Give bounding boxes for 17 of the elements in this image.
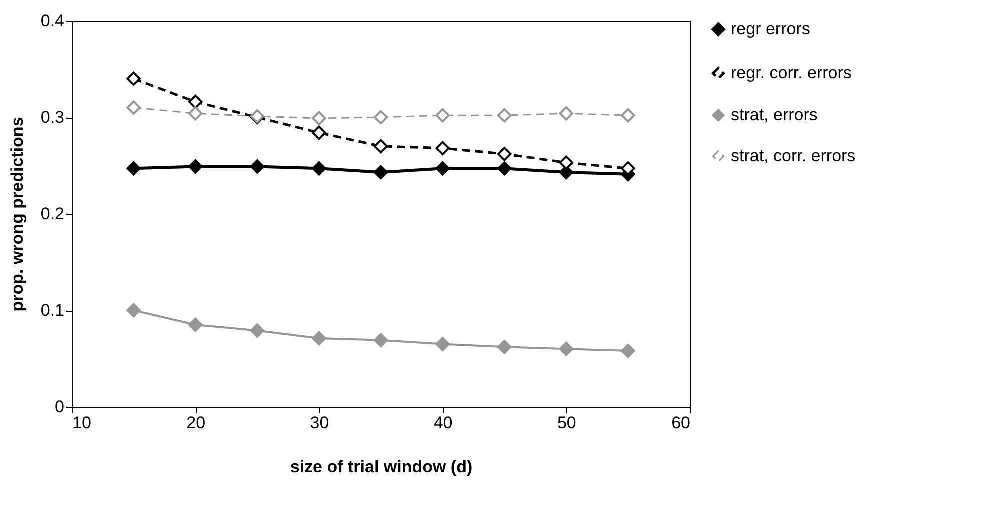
legend-label: strat, errors — [731, 106, 818, 124]
y-tick-label: 0 — [55, 398, 64, 416]
y-tick-label: 0.2 — [40, 204, 64, 224]
legend-label: strat, corr. errors — [731, 146, 856, 166]
x-tick-label: 40 — [434, 414, 453, 432]
x-tick-label: 30 — [310, 414, 330, 432]
y-tick-label: 0.1 — [40, 301, 64, 320]
legend-label: regr. corr. errors — [731, 64, 852, 82]
y-tick-label: 0.4 — [40, 12, 64, 30]
y-axis-title: prop. wrong predictions — [8, 117, 27, 312]
x-tick-label: 60 — [672, 414, 690, 432]
x-axis-title: size of trial window (d) — [290, 458, 473, 476]
legend-label: regr errors — [731, 20, 810, 38]
x-tick-label: 20 — [186, 414, 206, 432]
x-tick-label: 10 — [72, 414, 92, 432]
x-tick-label: 50 — [557, 414, 576, 432]
y-tick-label: 0.3 — [40, 108, 64, 127]
